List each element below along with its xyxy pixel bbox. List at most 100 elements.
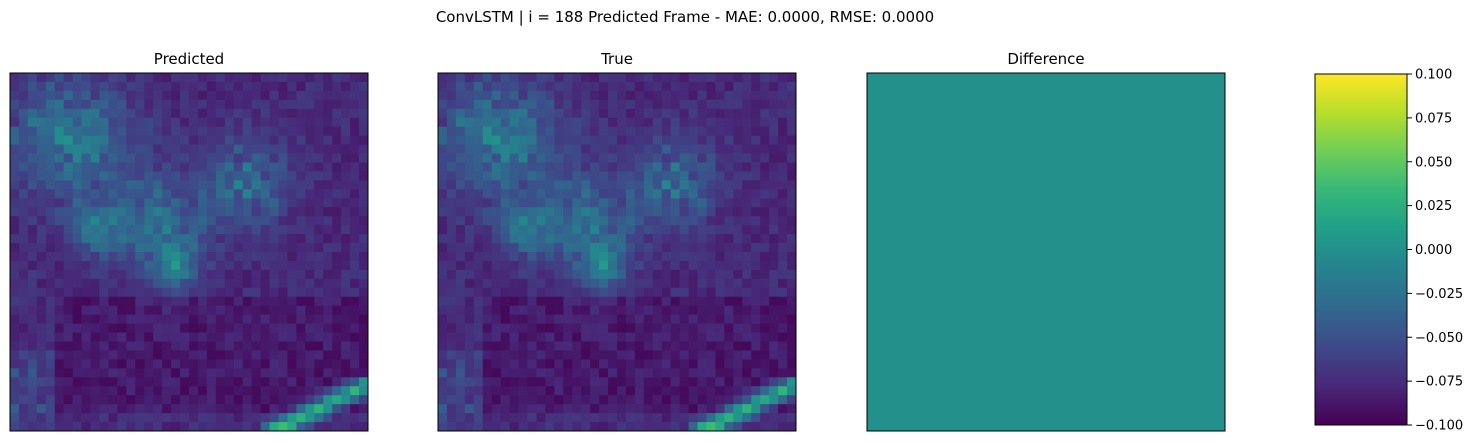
heatmap-true-cell bbox=[688, 153, 698, 163]
heatmap-true-cell bbox=[661, 99, 672, 110]
heatmap-predicted-cell bbox=[162, 171, 172, 181]
heatmap-true-cell bbox=[599, 305, 609, 316]
heatmap-true-cell bbox=[697, 108, 707, 119]
heatmap-predicted-cell bbox=[305, 135, 315, 145]
heatmap-true-cell bbox=[670, 198, 681, 208]
heatmap-predicted-cell bbox=[171, 90, 181, 101]
heatmap-predicted-cell bbox=[287, 269, 297, 280]
heatmap-true-cell bbox=[661, 413, 672, 423]
heatmap-predicted-cell bbox=[323, 377, 333, 387]
heatmap-true-cell bbox=[545, 225, 555, 235]
heatmap-predicted-cell bbox=[197, 234, 208, 244]
heatmap-true-cell bbox=[581, 305, 591, 316]
heatmap-predicted-cell bbox=[314, 341, 324, 351]
heatmap-true-cell bbox=[670, 305, 681, 316]
heatmap-true-cell bbox=[581, 341, 591, 351]
heatmap-predicted-cell bbox=[323, 99, 333, 110]
heatmap-predicted-cell bbox=[278, 135, 288, 145]
heatmap-true-cell bbox=[446, 314, 457, 324]
panel-predicted: Predicted bbox=[9, 50, 369, 432]
heatmap-true-cell bbox=[769, 332, 779, 342]
heatmap-predicted-cell bbox=[117, 332, 127, 342]
heatmap-predicted-cell bbox=[287, 377, 297, 387]
heatmap-true-cell bbox=[643, 153, 654, 163]
heatmap-true-cell bbox=[509, 99, 519, 110]
heatmap-predicted-cell bbox=[72, 126, 82, 137]
heatmap-true-cell bbox=[679, 108, 689, 119]
heatmap-predicted-cell bbox=[144, 73, 154, 83]
heatmap-predicted-cell bbox=[305, 252, 315, 262]
heatmap-true-cell bbox=[787, 296, 797, 307]
heatmap-predicted-cell bbox=[135, 305, 145, 316]
heatmap-true-cell bbox=[500, 153, 510, 163]
heatmap-true-cell bbox=[617, 162, 627, 172]
heatmap-predicted-cell bbox=[72, 162, 82, 172]
colorbar-gradient bbox=[1315, 74, 1407, 425]
heatmap-predicted-cell bbox=[18, 368, 29, 378]
heatmap-predicted-cell bbox=[242, 305, 253, 316]
heatmap-predicted-cell bbox=[162, 296, 172, 307]
heatmap-true-cell bbox=[625, 278, 636, 289]
heatmap-predicted-cell bbox=[233, 243, 244, 253]
heatmap-predicted-cell bbox=[242, 180, 253, 190]
heatmap-predicted-cell bbox=[153, 243, 163, 253]
heatmap-predicted-cell bbox=[126, 99, 136, 110]
heatmap-true-cell bbox=[617, 108, 627, 119]
heatmap-predicted-cell bbox=[27, 162, 38, 172]
heatmap-true-cell bbox=[536, 404, 546, 414]
heatmap-true-cell bbox=[617, 153, 627, 163]
heatmap-true-cell bbox=[617, 377, 627, 387]
heatmap-predicted-cell bbox=[90, 359, 100, 369]
heatmap-true-cell bbox=[617, 225, 627, 235]
heatmap-predicted-cell bbox=[287, 144, 297, 154]
heatmap-predicted-cell bbox=[296, 73, 306, 83]
heatmap-predicted-cell bbox=[126, 323, 136, 333]
heatmap-predicted-cell bbox=[72, 90, 82, 101]
heatmap-true-cell bbox=[625, 207, 636, 217]
heatmap-true-cell bbox=[670, 216, 681, 226]
heatmap-true-cell bbox=[581, 90, 591, 101]
heatmap-predicted-cell bbox=[206, 368, 217, 378]
heatmap-predicted-cell bbox=[269, 386, 279, 396]
heatmap-predicted-cell bbox=[81, 243, 91, 253]
heatmap-true-cell bbox=[697, 278, 707, 289]
heatmap-predicted-cell bbox=[260, 108, 270, 119]
heatmap-true-cell bbox=[599, 314, 609, 324]
heatmap-true-cell bbox=[724, 341, 734, 351]
heatmap-true-cell bbox=[446, 368, 457, 378]
heatmap-true-cell bbox=[697, 359, 707, 369]
heatmap-true-cell bbox=[491, 162, 502, 172]
heatmap-predicted-cell bbox=[54, 126, 65, 137]
heatmap-predicted-cell bbox=[323, 332, 333, 342]
heatmap-true-cell bbox=[670, 144, 681, 154]
heatmap-true-cell bbox=[500, 350, 510, 360]
heatmap-true-cell bbox=[715, 377, 725, 387]
heatmap-predicted-cell bbox=[341, 73, 351, 83]
heatmap-true-cell bbox=[733, 404, 743, 414]
heatmap-predicted-cell bbox=[314, 81, 324, 92]
heatmap-true-cell bbox=[634, 413, 645, 423]
heatmap-true-cell bbox=[625, 162, 636, 172]
heatmap-true-cell bbox=[697, 189, 707, 199]
heatmap-true-cell bbox=[697, 135, 707, 145]
heatmap-predicted-cell bbox=[359, 287, 369, 298]
heatmap-true-cell bbox=[563, 368, 573, 378]
heatmap-predicted-cell bbox=[36, 305, 47, 316]
heatmap-true-cell bbox=[527, 287, 537, 298]
heatmap-true-cell bbox=[625, 260, 636, 271]
heatmap-predicted-cell bbox=[81, 81, 91, 92]
heatmap-true-cell bbox=[536, 198, 546, 208]
heatmap-true-cell bbox=[733, 386, 743, 396]
heatmap-true-cell bbox=[697, 377, 707, 387]
heatmap-true-cell bbox=[509, 359, 519, 369]
heatmap-predicted-cell bbox=[10, 135, 20, 145]
heatmap-predicted-cell bbox=[108, 422, 118, 432]
heatmap-predicted-cell bbox=[332, 117, 342, 128]
heatmap-predicted-cell bbox=[54, 81, 65, 92]
heatmap-true-cell bbox=[751, 368, 761, 378]
heatmap-true-cell bbox=[590, 413, 600, 423]
heatmap-predicted-cell bbox=[81, 234, 91, 244]
heatmap-true-cell bbox=[625, 269, 636, 280]
heatmap-true-cell bbox=[536, 386, 546, 396]
